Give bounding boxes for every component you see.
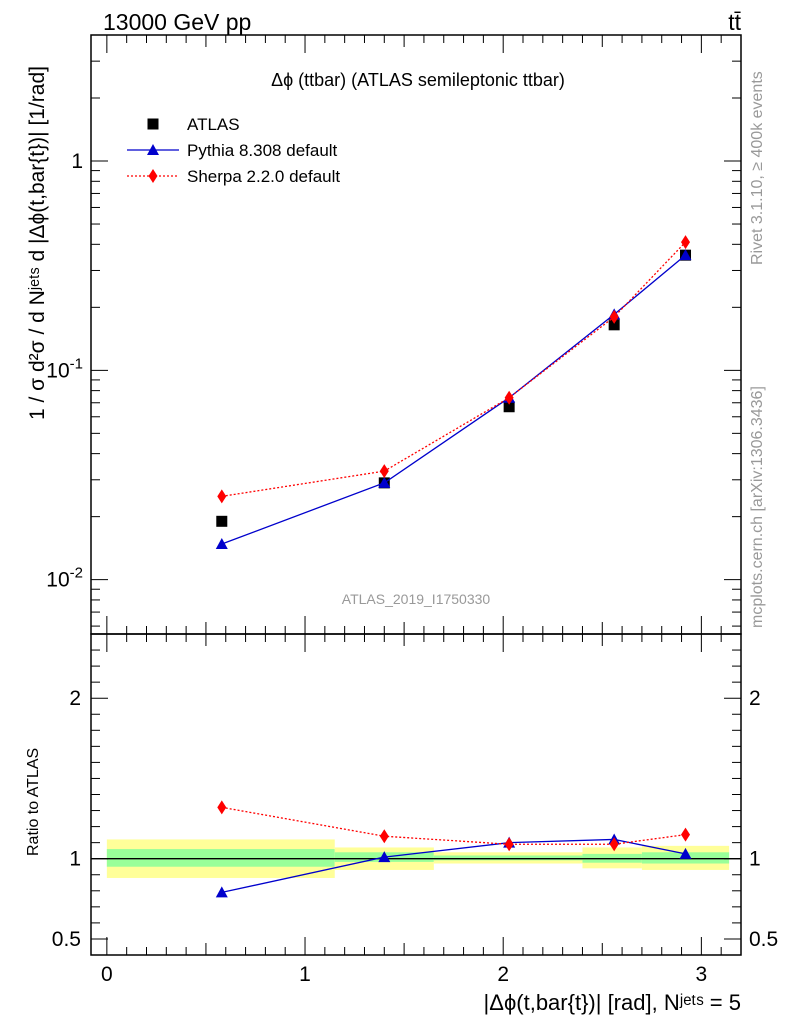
- ratio-pythia-8-308-default-point: [378, 851, 391, 863]
- ratio-y-tick-label-right: 1: [749, 848, 761, 871]
- sherpa-2-2-0-default-point: [609, 309, 619, 324]
- watermark: ATLAS_2019_I1750330: [342, 591, 491, 607]
- sherpa-2-2-0-default-point: [217, 489, 227, 504]
- ratio-y-tick-label-left: 2: [69, 687, 81, 710]
- x-axis-label: |Δϕ(t,bar{t})| [rad], Nʲᵉᵗˢ = 5: [484, 990, 741, 1015]
- ratio-pythia-8-308-default-point: [215, 886, 228, 898]
- legend-marker-sherpa-2-2-0-default: [148, 169, 158, 183]
- header-left: 13000 GeV pp: [103, 9, 251, 35]
- ratio-y-tick-label-right: 0.5: [749, 928, 778, 951]
- ratio-sherpa-2-2-0-default-point: [217, 800, 227, 815]
- y-tick-label: 10-2: [46, 565, 83, 592]
- pythia-8-308-default-point: [679, 249, 692, 261]
- legend-label-pythia-8-308-default: Pythia 8.308 default: [187, 141, 338, 160]
- uncertainty-band-inner: [433, 855, 583, 861]
- y-axis-label: 1 / σ d²σ / d Nʲᵉᵗˢ d |Δϕ(t,bar{t})| [1/…: [26, 66, 49, 420]
- chart-title: Δϕ (ttbar) (ATLAS semileptonic ttbar): [271, 70, 565, 90]
- sherpa-2-2-0-default-point: [379, 464, 389, 479]
- legend-label-atlas: ATLAS: [187, 115, 240, 134]
- ratio-sherpa-2-2-0-default-point: [379, 829, 389, 844]
- ratio-frame: [90, 633, 742, 956]
- main-panel: 10-2 10-1 1 Δϕ (ttbar) (ATLAS semileptonic …: [26, 34, 742, 635]
- ratio-sherpa-2-2-0-default-point: [681, 827, 691, 842]
- side-text-top: Rivet 3.1.10, ≥ 400k events: [749, 71, 766, 265]
- ratio-pythia-8-308-default-point: [679, 847, 692, 859]
- ratio-y-tick-label-left: 1: [69, 848, 81, 871]
- x-tick-label: 1: [299, 963, 311, 986]
- side-text-bottom: mcplots.cern.ch [arXiv:1306.3436]: [749, 386, 766, 628]
- y-tick-label: 10-1: [46, 355, 83, 382]
- pythia-8-308-default-point: [215, 538, 228, 550]
- pythia-8-308-default-line: [221, 254, 686, 545]
- ratio-sherpa-2-2-0-default-point: [504, 837, 514, 852]
- sherpa-2-2-0-default-point: [681, 235, 691, 250]
- legend-marker-pythia-8-308-default: [147, 144, 159, 155]
- x-tick-label: 3: [696, 963, 708, 986]
- ratio-y-tick-label-left: 0.5: [52, 928, 81, 951]
- header-right: tt̄: [728, 9, 741, 35]
- ratio-y-axis-label: Ratio to ATLAS: [25, 748, 42, 856]
- atlas-point: [608, 319, 620, 331]
- ratio-sherpa-2-2-0-default-point: [609, 837, 619, 852]
- ratio-y-tick-label-right: 2: [749, 687, 761, 710]
- ratio-panel: 0.5 0.5 1 1 2 2 0 1 2 3 Ratio to ATLAS |Δϕ(t,bar{t}…: [25, 633, 778, 1015]
- pythia-8-308-default-point: [378, 476, 391, 488]
- sherpa-2-2-0-default-point: [504, 390, 514, 405]
- uncertainty-band-inner: [106, 849, 335, 867]
- sherpa-2-2-0-default-line: [221, 241, 686, 498]
- atlas-point: [503, 401, 515, 413]
- atlas-point: [216, 515, 228, 527]
- legend-label-sherpa-2-2-0-default: Sherpa 2.2.0 default: [187, 167, 340, 186]
- y-tick-label: 1: [71, 150, 83, 173]
- x-tick-label: 0: [101, 963, 113, 986]
- legend-marker-atlas: [147, 118, 159, 130]
- x-tick-label: 2: [497, 963, 509, 986]
